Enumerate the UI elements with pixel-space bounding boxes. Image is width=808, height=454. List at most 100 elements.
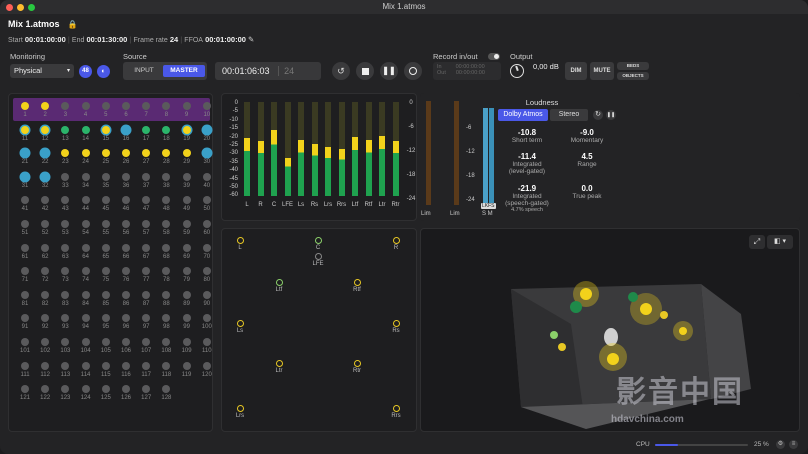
channel-105[interactable]: 105: [97, 338, 115, 354]
ffoa-value[interactable]: 00:01:00:00: [205, 35, 246, 44]
frame-rate-value[interactable]: 24: [169, 35, 179, 44]
zoom-window-button[interactable]: [28, 4, 35, 11]
channel-13[interactable]: 13: [56, 125, 74, 142]
speaker-Ltf[interactable]: Ltf: [269, 279, 289, 293]
object-sphere[interactable]: [640, 303, 652, 315]
channel-61[interactable]: 61: [16, 243, 34, 260]
channel-89[interactable]: 89: [178, 290, 196, 307]
channel-1[interactable]: 1: [16, 102, 34, 118]
channel-14[interactable]: 14: [77, 125, 95, 142]
channel-102[interactable]: 102: [36, 338, 54, 354]
channel-118[interactable]: 118: [157, 361, 175, 378]
channel-58[interactable]: 58: [157, 220, 175, 236]
channel-48[interactable]: 48: [157, 196, 175, 212]
pause-loudness-icon[interactable]: ❚❚: [606, 110, 616, 120]
pencil-icon[interactable]: ✎: [248, 35, 255, 44]
channel-112[interactable]: 112: [36, 361, 54, 378]
dim-button[interactable]: DIM: [565, 62, 587, 80]
channel-114[interactable]: 114: [77, 361, 95, 378]
channel-28[interactable]: 28: [157, 149, 175, 165]
channel-88[interactable]: 88: [157, 290, 175, 307]
channel-80[interactable]: 80: [198, 267, 216, 283]
channel-71[interactable]: 71: [16, 267, 34, 283]
channel-21[interactable]: 21: [16, 149, 34, 165]
channel-72[interactable]: 72: [36, 267, 54, 283]
channel-count-badge[interactable]: 48: [79, 65, 92, 78]
channel-91[interactable]: 91: [16, 314, 34, 330]
channel-109[interactable]: 109: [178, 338, 196, 354]
gear-icon[interactable]: ⚙: [776, 440, 785, 449]
channel-115[interactable]: 115: [97, 361, 115, 378]
monitoring-select[interactable]: Physical ▾: [10, 64, 74, 78]
speaker-Rtf[interactable]: Rtf: [347, 279, 367, 293]
channel-37[interactable]: 37: [137, 172, 155, 189]
channel-42[interactable]: 42: [36, 196, 54, 212]
channel-56[interactable]: 56: [117, 220, 135, 236]
channel-75[interactable]: 75: [97, 267, 115, 283]
channel-110[interactable]: 110: [198, 338, 216, 354]
stop-button[interactable]: [356, 62, 374, 80]
channel-24[interactable]: 24: [77, 149, 95, 165]
channel-95[interactable]: 95: [97, 314, 115, 330]
master-button[interactable]: MASTER: [163, 65, 205, 77]
headphones-icon[interactable]: ◐: [97, 65, 110, 78]
channel-33[interactable]: 33: [56, 172, 74, 189]
channel-5[interactable]: 5: [97, 102, 115, 118]
channel-90[interactable]: 90: [198, 290, 216, 307]
channel-73[interactable]: 73: [56, 267, 74, 283]
channel-122[interactable]: 122: [36, 385, 54, 401]
object-sphere[interactable]: [580, 288, 592, 300]
channel-46[interactable]: 46: [117, 196, 135, 212]
channel-26[interactable]: 26: [117, 149, 135, 165]
object-sphere[interactable]: [570, 301, 582, 313]
speaker-Ltr[interactable]: Ltr: [269, 360, 289, 374]
channel-39[interactable]: 39: [178, 172, 196, 189]
channel-30[interactable]: 30: [198, 149, 216, 165]
channel-101[interactable]: 101: [16, 338, 34, 354]
channel-10[interactable]: 10: [198, 102, 216, 118]
channel-32[interactable]: 32: [36, 172, 54, 189]
channel-113[interactable]: 113: [56, 361, 74, 378]
channel-79[interactable]: 79: [178, 267, 196, 283]
channel-119[interactable]: 119: [178, 361, 196, 378]
end-value[interactable]: 00:01:30:00: [86, 35, 128, 44]
channel-6[interactable]: 6: [117, 102, 135, 118]
channel-84[interactable]: 84: [77, 290, 95, 307]
object-sphere[interactable]: [660, 311, 668, 319]
record-toggle[interactable]: [488, 53, 500, 60]
speaker-Rtr[interactable]: Rtr: [347, 360, 367, 374]
channel-64[interactable]: 64: [77, 243, 95, 260]
channel-8[interactable]: 8: [157, 102, 175, 118]
channel-19[interactable]: 19: [178, 125, 196, 142]
channel-128[interactable]: 128: [157, 385, 175, 401]
channel-99[interactable]: 99: [178, 314, 196, 330]
channel-93[interactable]: 93: [56, 314, 74, 330]
channel-82[interactable]: 82: [36, 290, 54, 307]
channel-2[interactable]: 2: [36, 102, 54, 118]
channel-53[interactable]: 53: [56, 220, 74, 236]
channel-66[interactable]: 66: [117, 243, 135, 260]
channel-126[interactable]: 126: [117, 385, 135, 401]
channel-83[interactable]: 83: [56, 290, 74, 307]
channel-35[interactable]: 35: [97, 172, 115, 189]
channel-103[interactable]: 103: [56, 338, 74, 354]
channel-15[interactable]: 15: [97, 125, 115, 142]
channel-11[interactable]: 11: [16, 125, 34, 142]
volume-knob[interactable]: [510, 64, 524, 78]
room-3d-view[interactable]: [421, 229, 801, 433]
channel-55[interactable]: 55: [97, 220, 115, 236]
channel-23[interactable]: 23: [56, 149, 74, 165]
channel-44[interactable]: 44: [77, 196, 95, 212]
channel-47[interactable]: 47: [137, 196, 155, 212]
channel-43[interactable]: 43: [56, 196, 74, 212]
channel-100[interactable]: 100: [198, 314, 216, 330]
channel-7[interactable]: 7: [137, 102, 155, 118]
channel-86[interactable]: 86: [117, 290, 135, 307]
channel-41[interactable]: 41: [16, 196, 34, 212]
view-cube-icon[interactable]: ◧ ▾: [767, 235, 793, 249]
channel-97[interactable]: 97: [137, 314, 155, 330]
channel-67[interactable]: 67: [137, 243, 155, 260]
lock-icon[interactable]: 🔒: [67, 20, 78, 29]
channel-92[interactable]: 92: [36, 314, 54, 330]
channel-16[interactable]: 16: [117, 125, 135, 142]
